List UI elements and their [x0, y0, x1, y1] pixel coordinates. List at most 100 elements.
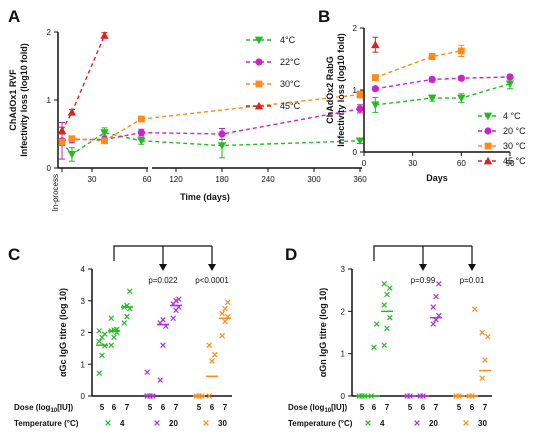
data-point	[428, 75, 436, 84]
data-point	[173, 297, 179, 304]
y-tick-label: 2	[81, 329, 86, 338]
data-point	[506, 73, 514, 81]
temperature-axis-label: Temperature (°C)	[288, 419, 353, 428]
legend-marker	[483, 156, 493, 165]
comparison-arrowhead	[468, 264, 476, 271]
dose-tick-label: 5	[360, 403, 365, 412]
p-value-annotation: p=0.01	[460, 276, 485, 285]
dose-tick-label: 6	[421, 403, 426, 412]
temperature-marker	[414, 420, 420, 426]
data-point	[505, 80, 515, 88]
data-point	[381, 280, 388, 287]
data-point	[371, 40, 380, 49]
legend-label: 45°C	[280, 101, 301, 111]
temperature-marker	[105, 420, 111, 426]
data-point	[433, 293, 439, 300]
legend-marker	[255, 58, 263, 66]
x-tick-label: 0	[362, 159, 367, 168]
dose-tick-label: 6	[372, 403, 377, 412]
data-point	[108, 342, 115, 349]
dose-tick-label: 7	[434, 403, 439, 412]
data-point	[108, 315, 115, 322]
temperature-label: 4	[120, 419, 125, 428]
comparison-arrowhead	[159, 264, 167, 271]
temperature-axis-label: Temperature (°C)	[14, 419, 79, 428]
series-line-0	[375, 83, 511, 106]
dose-tick-label: 7	[125, 403, 130, 412]
temperature-label: 30	[218, 419, 227, 428]
data-point	[124, 313, 130, 320]
y-tick-label: 2	[47, 28, 52, 37]
p-value-annotation: p=0.99	[411, 276, 436, 285]
legend-marker	[255, 80, 263, 88]
data-point	[356, 91, 364, 98]
y-tick-label: 2	[341, 307, 346, 316]
data-point	[209, 358, 215, 364]
data-point	[144, 369, 151, 376]
data-point	[427, 94, 437, 103]
temperature-label: 30	[478, 419, 487, 428]
dose-tick-label: 7	[483, 403, 488, 412]
y-tick-label: 1	[341, 350, 346, 359]
temperature-label: 20	[169, 419, 178, 428]
panel-letter-c: C	[8, 245, 20, 264]
x-axis-label: Days	[426, 173, 448, 183]
data-point	[67, 151, 77, 159]
x-tick-label: 60	[143, 175, 152, 184]
temperature-marker	[365, 420, 371, 426]
x-tick-label: 180	[215, 175, 229, 184]
dose-tick-label: 6	[470, 403, 475, 412]
data-point	[428, 53, 436, 60]
data-point	[218, 130, 226, 138]
temperature-marker	[463, 420, 469, 426]
panel-letter-b: B	[318, 7, 330, 26]
data-point	[68, 135, 76, 143]
y-axis-label: ChAdOx2 RabGInfectivity loss (log10 fold…	[325, 33, 346, 147]
data-point	[219, 310, 226, 317]
data-point	[222, 318, 228, 325]
x-tick-label: 90	[506, 159, 515, 168]
comparison-arrowhead	[419, 264, 427, 271]
data-point	[100, 129, 109, 137]
data-point	[157, 377, 164, 383]
data-point	[457, 94, 466, 103]
panel-letter-a: A	[8, 7, 20, 26]
data-point	[160, 342, 166, 349]
dose-tick-label: 7	[385, 403, 390, 412]
legend-label: 30°C	[280, 79, 301, 89]
legend-label: 30 °C	[503, 141, 526, 151]
x-tick-label: 120	[169, 175, 183, 184]
data-point	[137, 129, 145, 137]
data-point	[58, 138, 66, 146]
temperature-marker	[203, 420, 209, 426]
dose-tick-label: 5	[408, 403, 413, 412]
data-point	[170, 315, 177, 322]
series-line-3	[61, 35, 106, 131]
legend-label: 20 °C	[503, 126, 526, 136]
y-tick-label: 1	[47, 96, 52, 105]
series-line-0	[61, 131, 142, 156]
comparison-bracket	[113, 245, 212, 261]
x-tick-label: 300	[307, 175, 321, 184]
x-tick-label: In-process	[51, 174, 60, 211]
data-point	[101, 331, 108, 337]
data-point	[96, 370, 103, 376]
y-tick-label: 0	[353, 148, 358, 157]
data-point	[435, 280, 442, 287]
data-point	[137, 115, 145, 123]
data-point	[217, 142, 227, 150]
y-axis-label: αGn IgG titre (log 10)	[318, 288, 328, 378]
panel-letter-d: D	[285, 245, 297, 264]
series-line-right-2	[141, 93, 361, 120]
legend-marker	[484, 142, 492, 150]
data-point	[175, 296, 182, 302]
series-line-1	[375, 76, 511, 90]
data-point	[484, 333, 491, 340]
dose-tick-label: 7	[223, 403, 228, 412]
series-line-2	[375, 50, 462, 79]
y-tick-label: 4	[81, 265, 86, 274]
legend-label: 45 °C	[503, 156, 526, 166]
data-point	[219, 332, 226, 339]
y-tick-label: 3	[81, 297, 86, 306]
